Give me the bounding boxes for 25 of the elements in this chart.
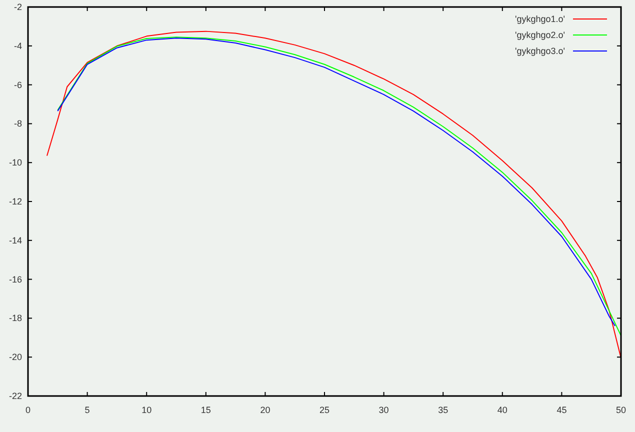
legend-label: 'gykghgo2.o' (515, 30, 566, 40)
x-tick-label: 20 (260, 405, 270, 415)
x-tick-label: 45 (556, 405, 567, 415)
y-tick-label: -8 (14, 118, 22, 129)
legend-label: 'gykghgo1.o' (515, 14, 566, 24)
x-tick-label: 35 (438, 405, 448, 415)
x-tick-label: 5 (84, 405, 90, 415)
y-tick-label: -22 (8, 391, 22, 401)
y-tick-label: -16 (8, 274, 22, 284)
y-tick-label: -20 (8, 352, 22, 362)
y-tick-label: -18 (8, 313, 22, 324)
legend-label: 'gykghgo3.o' (515, 46, 566, 56)
y-tick-label: -10 (8, 158, 22, 168)
x-tick-label: 10 (142, 405, 152, 415)
x-tick-label: 30 (378, 405, 389, 415)
x-tick-label: 25 (319, 405, 330, 415)
x-tick-label: 50 (616, 405, 626, 415)
x-tick-label: 0 (25, 405, 31, 415)
y-tick-label: -6 (14, 80, 22, 90)
x-tick-label: 40 (497, 405, 508, 415)
y-tick-label: -14 (8, 235, 22, 246)
x-tick-label: 15 (200, 405, 211, 415)
y-tick-label: -4 (14, 40, 22, 51)
y-tick-label: -2 (14, 2, 22, 12)
y-tick-label: -12 (8, 196, 22, 206)
